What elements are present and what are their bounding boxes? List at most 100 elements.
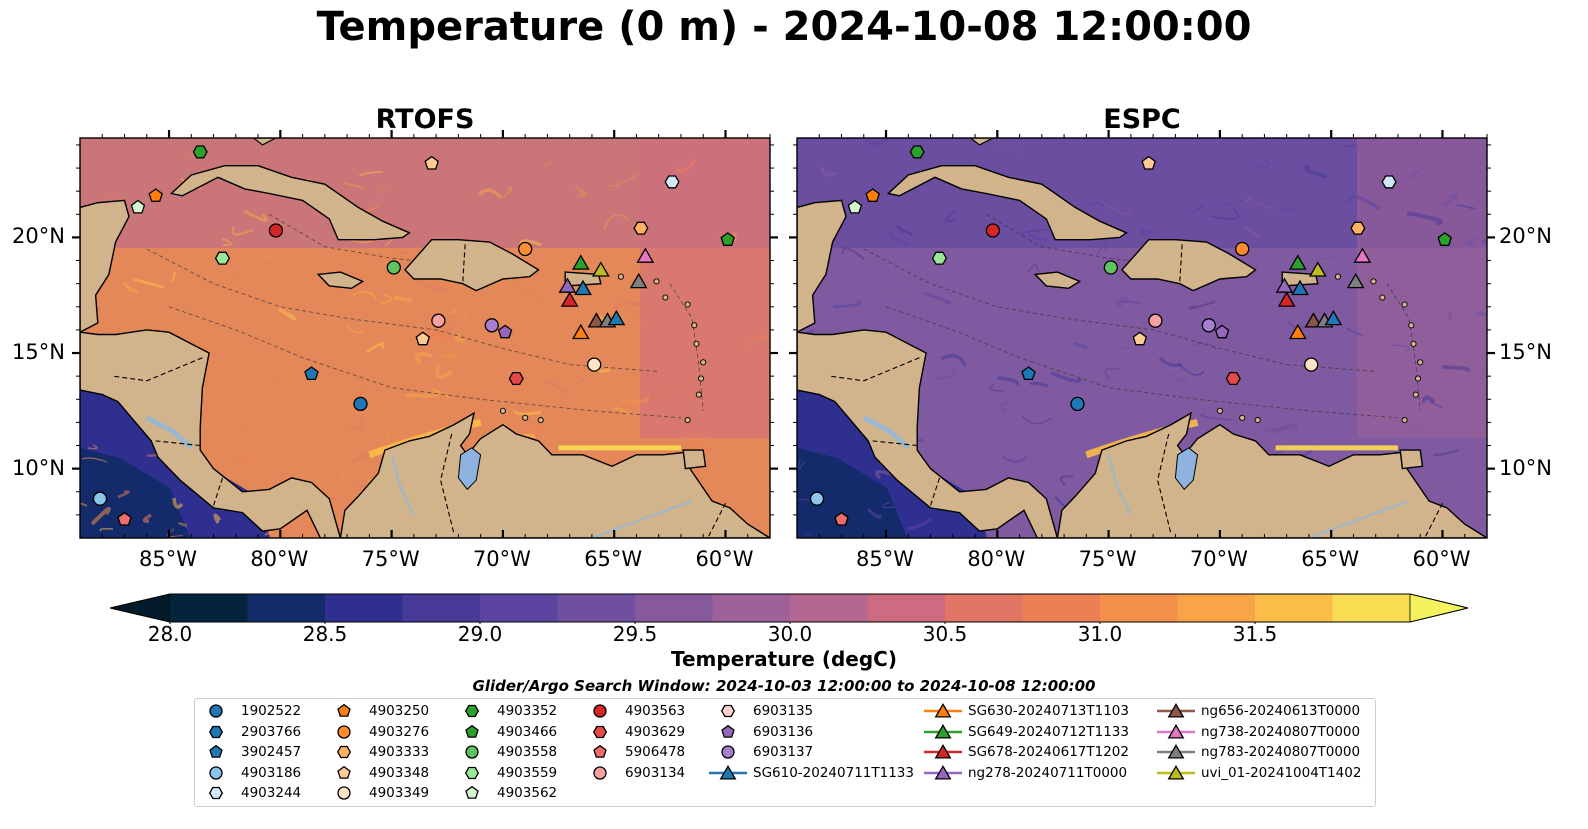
island <box>1334 273 1341 280</box>
eddy-stroke <box>213 513 222 524</box>
bathymetry-contour <box>168 306 682 419</box>
land-hispaniola <box>404 239 540 292</box>
eddy-stroke <box>1447 310 1453 322</box>
argo-float-marker <box>214 251 231 265</box>
eddy-stroke <box>454 334 466 343</box>
legend-label: SG610-20240711T1133 <box>753 764 914 781</box>
legend-label: 4903276 <box>369 723 430 740</box>
argo-float-marker <box>1437 232 1452 246</box>
eddy-stroke <box>906 517 933 531</box>
legend-marker-circle-icon <box>593 766 607 780</box>
colorbar-segment <box>790 594 868 622</box>
legend-entry: 4903250 <box>323 701 429 721</box>
eddy-stroke <box>675 159 697 173</box>
colorbar-extend-high <box>1409 593 1469 623</box>
legend-entry: uvi_01-20241004T1402 <box>1155 763 1361 783</box>
legend-label: ng656-20240613T0000 <box>1201 703 1361 719</box>
eddy-stroke <box>1089 201 1105 209</box>
eddy-stroke <box>385 432 399 441</box>
eddy-stroke <box>1024 229 1048 242</box>
eddy-stroke <box>1177 362 1205 376</box>
colorbar-extend-low <box>110 593 171 623</box>
legend-marker-triangle-icon <box>924 764 962 780</box>
legend-entry: 4903352 <box>451 701 557 721</box>
eddy-stroke <box>1209 208 1239 220</box>
colorbar-segment <box>1255 594 1333 622</box>
legend-symbol <box>209 745 223 758</box>
lon-tick-label: 85°W <box>856 547 915 571</box>
legend-entry: 4903558 <box>451 742 557 762</box>
eddy-stroke <box>448 308 456 314</box>
legend-marker-triangle-icon <box>924 703 962 718</box>
legend-symbol <box>1167 744 1185 759</box>
atlantic-region <box>640 138 770 438</box>
glider-marker <box>1346 272 1365 289</box>
legend-marker-hexagon-icon <box>592 725 608 738</box>
eddy-stroke <box>1189 342 1217 351</box>
eddy-stroke <box>122 280 139 293</box>
argo-float-marker <box>1141 155 1156 170</box>
legend-symbol <box>337 765 351 779</box>
eddy-stroke <box>940 354 967 367</box>
legend-symbol <box>209 766 223 780</box>
legend-marker-hexagon-icon <box>208 787 224 800</box>
eddy-stroke <box>998 146 1025 157</box>
eddy-stroke <box>1020 229 1048 238</box>
eddy-stroke <box>142 513 152 523</box>
island <box>1417 359 1424 366</box>
land-jamaica <box>316 271 365 290</box>
colorbar-tick-label: 29.5 <box>612 622 658 646</box>
island <box>1379 294 1386 301</box>
eddy-stroke <box>352 290 378 301</box>
eddy-stroke <box>1258 157 1270 169</box>
eddy-stroke <box>797 458 805 469</box>
eddy-stroke <box>964 138 979 142</box>
legend-marker-circle-icon <box>721 745 735 759</box>
legend-label: 5906478 <box>625 744 686 761</box>
legend-marker-triangle-icon <box>1157 764 1195 780</box>
island <box>684 301 691 308</box>
glider-marker <box>1353 247 1372 263</box>
land-central <box>797 329 1059 538</box>
pacific-cold-region <box>80 448 190 538</box>
eddy-stroke <box>437 325 459 333</box>
colorbar-tick-label: 31.0 <box>1077 622 1123 646</box>
eddy-stroke <box>832 299 862 309</box>
eddy-stroke <box>1243 226 1261 239</box>
river <box>591 500 693 538</box>
eddy-stroke <box>1432 449 1460 456</box>
legend-entry: 4903244 <box>195 783 301 803</box>
legend-symbol <box>721 745 735 759</box>
argo-float-marker <box>1350 221 1366 235</box>
colorbar-tick-label: 29.0 <box>457 622 503 646</box>
eddy-stroke <box>1021 415 1052 425</box>
eddy-stroke <box>1054 496 1067 509</box>
eddy-stroke <box>397 251 408 255</box>
eddy-stroke <box>1167 373 1189 384</box>
land-cuba <box>169 165 411 241</box>
eddy-stroke <box>239 426 268 435</box>
argo-float-marker <box>909 145 925 159</box>
glider-marker <box>1291 279 1309 296</box>
eddy-stroke <box>545 380 569 395</box>
eddy-stroke <box>574 185 587 197</box>
argo-float-marker <box>192 145 208 159</box>
eddy-stroke <box>613 300 646 311</box>
rtofs-map <box>72 130 778 539</box>
eddy-stroke <box>613 406 631 417</box>
eddy-stroke <box>923 291 952 305</box>
eddy-stroke <box>80 502 88 507</box>
island <box>617 273 624 280</box>
eddy-stroke <box>264 531 273 536</box>
argo-float-marker <box>117 511 132 526</box>
eddy-stroke <box>172 497 184 509</box>
colorbar-tick-label: 28.5 <box>302 622 348 646</box>
legend-marker-triangle-icon <box>924 723 962 739</box>
lake-maracaibo <box>457 447 482 491</box>
legend-entry: SG610-20240711T1133 <box>707 763 914 783</box>
eddy-stroke <box>945 210 957 223</box>
legend-label: ng738-20240807T0000 <box>1201 723 1361 740</box>
legend-entry: 3902457 <box>195 742 301 762</box>
eddy-stroke <box>989 383 1004 392</box>
lat-tick-label: 15°N <box>12 340 65 365</box>
